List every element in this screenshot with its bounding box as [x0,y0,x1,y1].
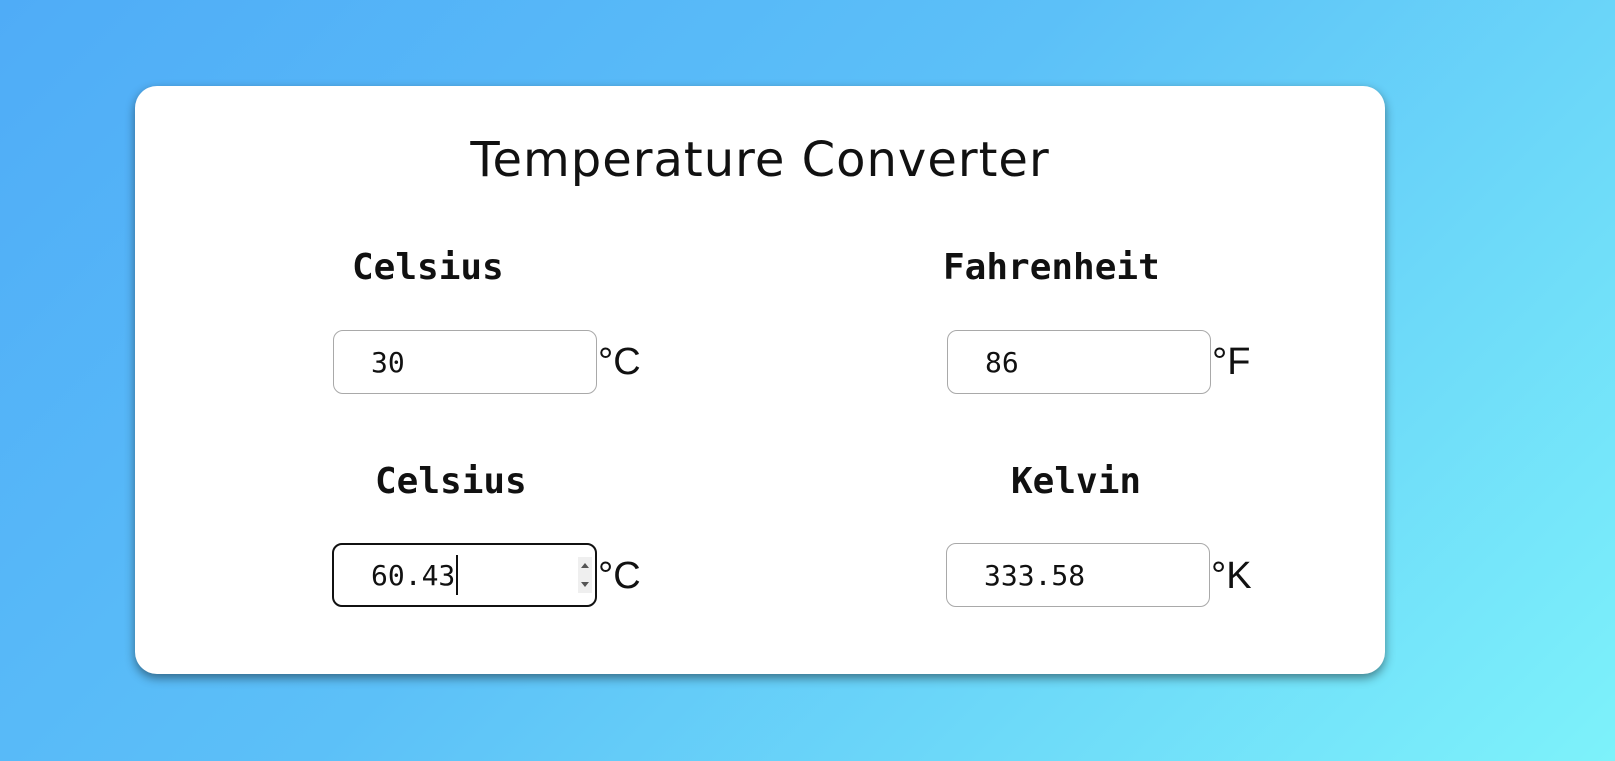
fahrenheit-input[interactable]: 86 [947,330,1211,394]
celsius-value-2: 60.43 [371,545,459,605]
celsius-value-1: 30 [371,345,405,379]
fahrenheit-unit: °F [1212,341,1251,383]
page-title: Temperature Converter [470,132,1050,188]
celsius-input-2[interactable]: 60.43 [332,543,597,607]
celsius-unit-2: °C [598,555,641,597]
kelvin-label: Kelvin [1011,461,1142,502]
celsius-input-1[interactable]: 30 [333,330,597,394]
fahrenheit-label: Fahrenheit [943,247,1160,288]
spin-up-icon[interactable] [581,563,589,568]
kelvin-input[interactable]: 333.58 [946,543,1210,607]
text-caret [456,555,459,595]
number-spinner[interactable] [578,557,592,593]
celsius-label-1: Celsius [352,247,504,288]
celsius-label-2: Celsius [375,461,527,502]
kelvin-unit: °K [1211,555,1252,597]
fahrenheit-value: 86 [985,345,1019,379]
spin-down-icon[interactable] [581,582,589,587]
kelvin-value: 333.58 [984,558,1086,592]
celsius-unit-1: °C [598,341,641,383]
